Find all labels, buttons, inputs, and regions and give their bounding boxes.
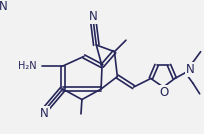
Text: H₂N: H₂N (18, 61, 37, 71)
Text: N: N (40, 107, 49, 120)
Text: N: N (89, 10, 98, 23)
Text: N: N (0, 0, 8, 13)
Text: N: N (186, 63, 195, 76)
Text: O: O (160, 86, 169, 99)
